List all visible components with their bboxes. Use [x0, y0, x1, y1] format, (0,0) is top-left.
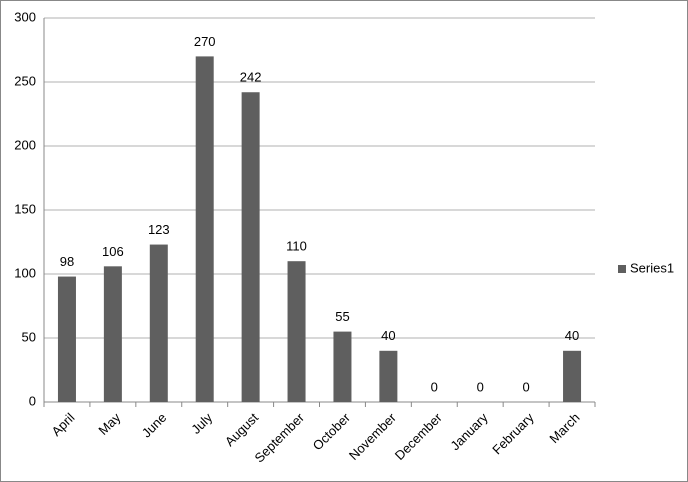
bar — [379, 350, 398, 402]
y-tick-label: 150 — [14, 201, 36, 216]
y-tick-label: 100 — [14, 265, 36, 280]
data-label: 242 — [240, 70, 262, 85]
bar — [57, 276, 76, 402]
bar — [287, 261, 306, 402]
bar — [563, 350, 582, 402]
data-label: 270 — [194, 34, 216, 49]
y-tick-label: 300 — [14, 9, 36, 24]
legend-label: Series1 — [630, 260, 674, 275]
y-tick-label: 50 — [22, 329, 36, 344]
y-tick-label: 200 — [14, 137, 36, 152]
data-label: 0 — [431, 379, 438, 394]
legend-swatch — [618, 265, 626, 273]
data-label: 40 — [565, 328, 579, 343]
bar — [195, 56, 214, 403]
data-label: 0 — [477, 379, 484, 394]
data-label: 110 — [286, 239, 307, 254]
bar — [103, 266, 122, 402]
bar — [149, 244, 168, 402]
bar — [333, 331, 352, 402]
bar — [241, 92, 260, 403]
data-label: 0 — [523, 379, 530, 394]
data-label: 106 — [102, 244, 124, 259]
y-tick-label: 250 — [14, 73, 36, 88]
y-tick-label: 0 — [29, 393, 36, 408]
data-label: 98 — [60, 254, 74, 269]
data-label: 40 — [381, 328, 395, 343]
data-label: 123 — [148, 222, 170, 237]
data-label: 55 — [335, 309, 349, 324]
